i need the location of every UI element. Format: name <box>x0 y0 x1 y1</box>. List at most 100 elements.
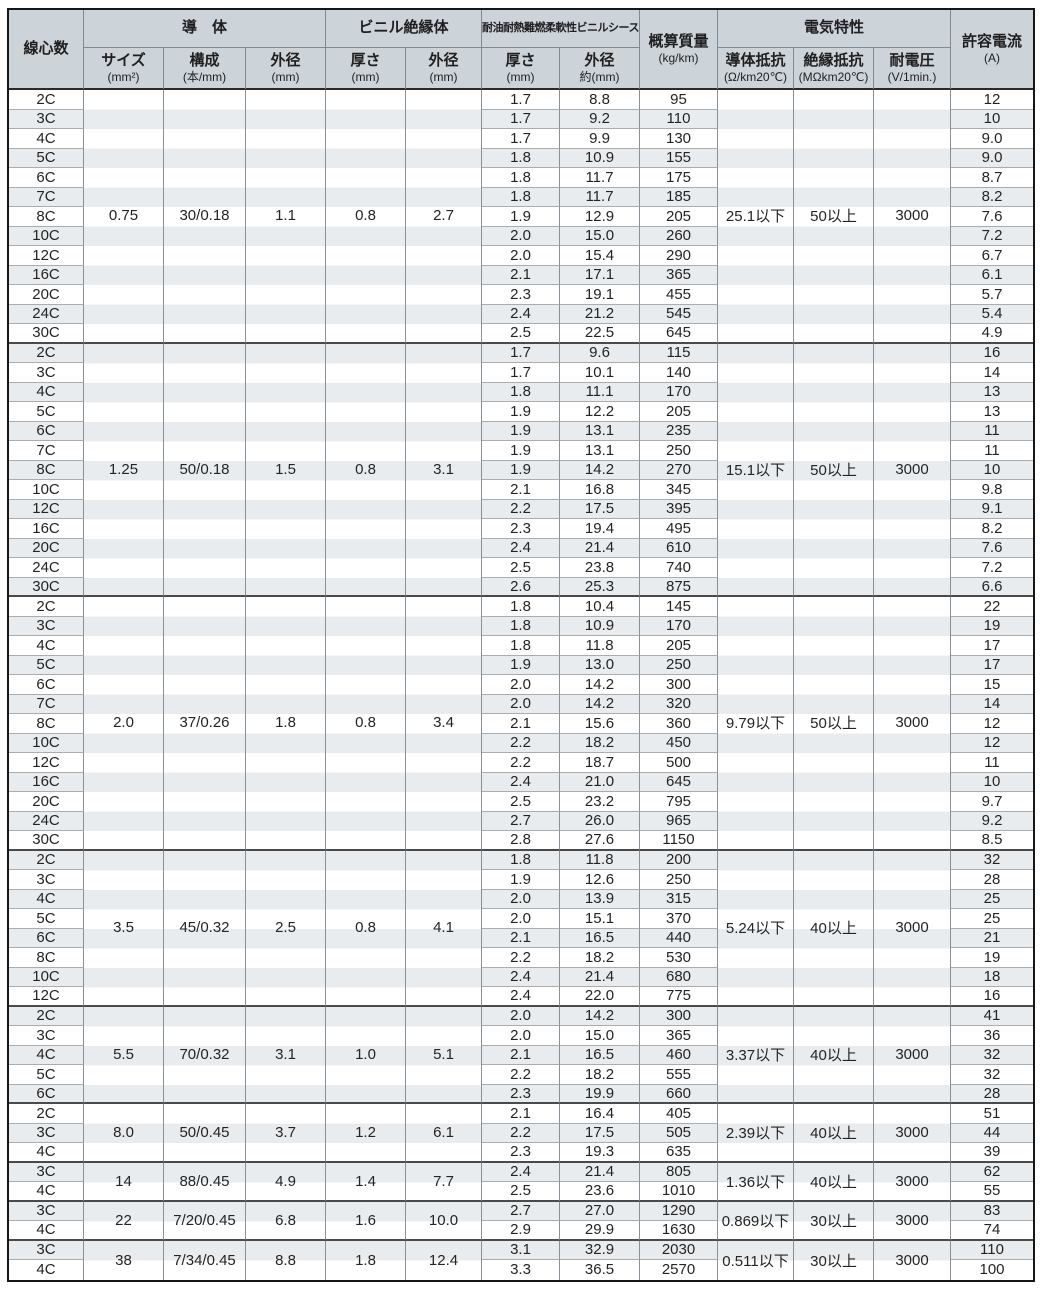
mass-cell: 205 <box>640 402 718 422</box>
current-cell: 21 <box>951 928 1033 948</box>
mass-cell: 260 <box>640 226 718 246</box>
core-count-cell: 7C <box>9 441 84 461</box>
sheath-od-cell: 25.3 <box>560 577 640 597</box>
size-cell: 38 <box>84 1240 164 1280</box>
sheath-od-cell: 21.2 <box>560 304 640 324</box>
sheath-od-cell: 11.7 <box>560 168 640 188</box>
current-cell: 8.5 <box>951 831 1033 851</box>
current-cell: 16 <box>951 987 1033 1007</box>
core-count-cell: 3C <box>9 1123 84 1143</box>
current-cell: 9.2 <box>951 811 1033 831</box>
header-core-count: 線心数 <box>9 10 84 90</box>
core-count-cell: 5C <box>9 402 84 422</box>
strand-cell: 7/34/0.45 <box>164 1240 246 1280</box>
sheath-od-cell: 10.9 <box>560 148 640 168</box>
current-cell: 44 <box>951 1123 1033 1143</box>
conductor-resistance-cell: 3.37以下 <box>718 1006 794 1104</box>
size-cell: 3.5 <box>84 850 164 1007</box>
sheath-thickness-cell: 2.2 <box>482 1123 560 1143</box>
withstand-voltage-cell: 3000 <box>874 1240 951 1280</box>
sheath-thickness-cell: 2.1 <box>482 265 560 285</box>
mass-cell: 610 <box>640 538 718 558</box>
sheath-od-cell: 29.9 <box>560 1221 640 1241</box>
insulation-resistance-cell: 50以上 <box>794 597 874 851</box>
sheath-od-cell: 21.4 <box>560 967 640 987</box>
current-cell: 22 <box>951 597 1033 617</box>
sheath-thickness-cell: 2.0 <box>482 909 560 929</box>
mass-cell: 1290 <box>640 1201 718 1221</box>
core-count-cell: 16C <box>9 265 84 285</box>
sheath-thickness-cell: 2.0 <box>482 226 560 246</box>
sheath-thickness-cell: 1.8 <box>482 597 560 617</box>
insulation-od-cell: 10.0 <box>406 1201 482 1241</box>
sheath-od-cell: 22.5 <box>560 324 640 344</box>
sheath-thickness-cell: 1.8 <box>482 168 560 188</box>
mass-cell: 2030 <box>640 1240 718 1260</box>
current-cell: 32 <box>951 850 1033 870</box>
insulation-thickness-cell: 1.0 <box>326 1006 406 1104</box>
header-conductor-od-unit: (mm) <box>271 69 300 84</box>
sheath-od-cell: 21.0 <box>560 772 640 792</box>
insulation-thickness-cell: 0.8 <box>326 90 406 344</box>
sheath-thickness-cell: 1.9 <box>482 421 560 441</box>
core-count-cell: 4C <box>9 1045 84 1065</box>
current-cell: 41 <box>951 1006 1033 1026</box>
core-count-cell: 12C <box>9 246 84 266</box>
mass-cell: 170 <box>640 616 718 636</box>
sheath-od-cell: 13.1 <box>560 421 640 441</box>
sheath-thickness-cell: 2.5 <box>482 558 560 578</box>
core-count-cell: 2C <box>9 597 84 617</box>
core-count-cell: 24C <box>9 811 84 831</box>
core-count-cell: 16C <box>9 772 84 792</box>
core-count-cell: 3C <box>9 109 84 129</box>
mass-cell: 660 <box>640 1084 718 1104</box>
header-sheath-group: 耐油耐熱難燃柔軟性ビニルシース <box>482 10 640 48</box>
conductor-od-cell: 8.8 <box>246 1240 326 1280</box>
withstand-voltage-cell: 3000 <box>874 1162 951 1202</box>
current-cell: 5.4 <box>951 304 1033 324</box>
mass-cell: 460 <box>640 1045 718 1065</box>
sheath-od-cell: 23.6 <box>560 1182 640 1202</box>
current-cell: 8.2 <box>951 187 1033 207</box>
size-cell: 2.0 <box>84 597 164 851</box>
insulation-resistance-cell: 50以上 <box>794 90 874 344</box>
current-cell: 9.7 <box>951 792 1033 812</box>
core-count-cell: 3C <box>9 616 84 636</box>
sheath-thickness-cell: 3.1 <box>482 1240 560 1260</box>
current-cell: 10 <box>951 772 1033 792</box>
core-count-cell: 6C <box>9 1084 84 1104</box>
sheath-thickness-cell: 2.0 <box>482 675 560 695</box>
strand-cell: 45/0.32 <box>164 850 246 1007</box>
header-insulation-group-label: ビニル絶縁体 <box>358 19 449 37</box>
sheath-od-cell: 18.2 <box>560 733 640 753</box>
sheath-od-cell: 17.5 <box>560 499 640 519</box>
mass-cell: 530 <box>640 948 718 968</box>
sheath-thickness-cell: 1.8 <box>482 850 560 870</box>
sheath-thickness-cell: 1.9 <box>482 207 560 227</box>
sheath-od-cell: 8.8 <box>560 90 640 110</box>
current-cell: 32 <box>951 1065 1033 1085</box>
sheath-od-cell: 15.0 <box>560 1026 640 1046</box>
core-count-cell: 3C <box>9 870 84 890</box>
mass-cell: 205 <box>640 636 718 656</box>
header-conductor-group-label: 導 体 <box>181 19 227 37</box>
sheath-thickness-cell: 1.8 <box>482 382 560 402</box>
sheath-od-cell: 27.6 <box>560 831 640 851</box>
current-cell: 28 <box>951 870 1033 890</box>
sheath-od-cell: 16.5 <box>560 928 640 948</box>
core-count-cell: 3C <box>9 1201 84 1221</box>
mass-cell: 290 <box>640 246 718 266</box>
sheath-od-cell: 11.8 <box>560 636 640 656</box>
insulation-od-cell: 2.7 <box>406 90 482 344</box>
sheath-od-cell: 14.2 <box>560 460 640 480</box>
mass-cell: 300 <box>640 1006 718 1026</box>
conductor-resistance-cell: 5.24以下 <box>718 850 794 1007</box>
header-insulation-thickness: 厚さ (mm) <box>326 48 406 90</box>
core-count-cell: 30C <box>9 831 84 851</box>
current-cell: 9.8 <box>951 480 1033 500</box>
current-cell: 19 <box>951 616 1033 636</box>
conductor-od-cell: 3.1 <box>246 1006 326 1104</box>
sheath-od-cell: 21.4 <box>560 538 640 558</box>
current-cell: 13 <box>951 382 1033 402</box>
mass-cell: 450 <box>640 733 718 753</box>
